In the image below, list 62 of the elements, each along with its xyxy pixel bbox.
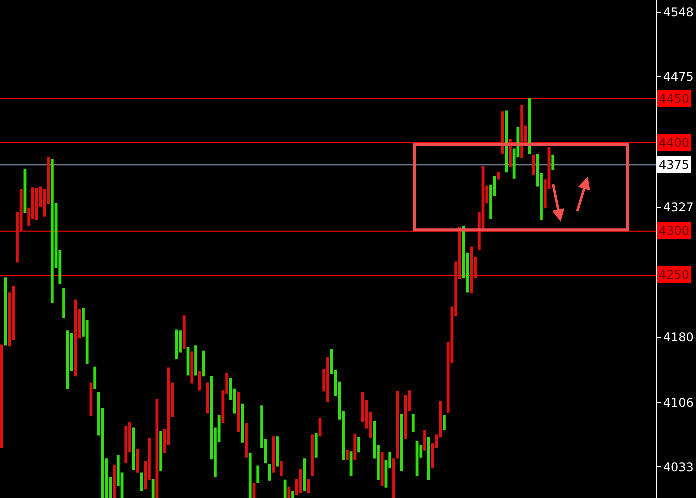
candlestick: [520, 105, 524, 159]
ref-line-label: 4400: [659, 136, 690, 150]
y-tick-label: 4106: [663, 396, 694, 410]
candlestick: [256, 466, 260, 484]
candlestick: [50, 159, 54, 304]
y-tick-label: 4548: [663, 6, 694, 20]
candlestick: [280, 461, 283, 476]
y-tick-label: 4180: [663, 330, 694, 344]
candlestick: [427, 437, 430, 480]
candlestick: [4, 278, 8, 346]
candlestick: [299, 469, 302, 494]
candlestick: [132, 428, 136, 470]
candlestick: [113, 464, 116, 498]
candlestick: [412, 414, 415, 432]
y-tick-label: 4033: [663, 460, 694, 474]
candlestick: [248, 453, 252, 498]
candlestick: [508, 139, 512, 168]
candlestick: [354, 434, 357, 461]
candlestick: [314, 433, 318, 458]
candlestick: [470, 246, 474, 294]
candlestick: [326, 357, 330, 402]
candlestick: [152, 478, 155, 498]
candlestick: [194, 346, 198, 376]
candlestick: [245, 423, 248, 458]
candlestick: [94, 366, 97, 390]
candlestick: [443, 415, 446, 431]
candlestick: [380, 452, 384, 486]
candlestick: [292, 491, 295, 498]
candlestick: [62, 288, 66, 318]
candlestick: [272, 436, 276, 473]
candlestick: [346, 450, 349, 461]
y-tick-label: 4475: [663, 70, 694, 84]
candlestick: [552, 154, 555, 170]
candlestick: [35, 188, 38, 220]
candlestick: [136, 448, 140, 473]
candlestick: [241, 404, 244, 443]
candlestick: [284, 480, 287, 498]
candlestick: [311, 434, 314, 476]
ref-line-label: 4250: [659, 268, 690, 282]
candlestick: [501, 112, 504, 154]
ref-line-label: 4300: [659, 224, 690, 238]
candlestick: [505, 110, 508, 173]
candlestick: [190, 352, 194, 384]
ref-line-label: 4450: [659, 92, 690, 106]
candlestick: [0, 344, 4, 448]
candlestick: [124, 426, 128, 464]
candlestick: [424, 430, 426, 451]
ref-line-label: 4375: [659, 158, 690, 172]
candlestick: [66, 330, 70, 390]
candlestick: [276, 436, 279, 467]
candlestick: [307, 478, 310, 494]
candlestick: [358, 437, 360, 453]
candlestick: [140, 472, 144, 492]
candlestick: [206, 382, 210, 414]
candlestick: [288, 486, 291, 498]
candlestick: [528, 98, 532, 154]
candlestick: [175, 330, 178, 359]
candlestick: [198, 371, 202, 391]
y-tick-label: 4327: [663, 200, 694, 215]
candlestick: [160, 431, 163, 472]
candlestick: [74, 300, 78, 377]
candlestick: [182, 316, 186, 350]
